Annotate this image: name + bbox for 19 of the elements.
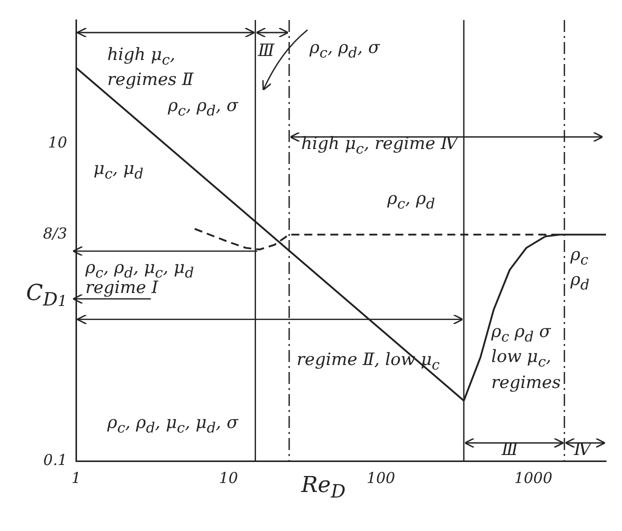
x-tick-label: 100 (366, 468, 396, 487)
y-tick-label: 0.1 (43, 450, 68, 469)
annotation: μ$_{c}$, μ$_{d}$ (94, 158, 144, 184)
annotation: Ⅲ (258, 41, 276, 62)
x-axis-title: Re$_{D}$ (301, 473, 346, 502)
text: ρ$_{c}$ ρ$_{d}$ σ low μ$_{c}$, regimes (491, 322, 561, 393)
text: ρ$_{c}$, ρ$_{d}$, μ$_{c}$, μ$_{d}$, σ (107, 413, 238, 437)
annotation: ρ$_{c}$, ρ$_{d}$, σ (168, 96, 240, 122)
y-tick-label: 10 (48, 133, 68, 152)
y-tick-label: 8/3 (43, 224, 68, 243)
annotation: ρ$_{c}$, ρ$_{d}$ (387, 188, 436, 214)
x-tick-label: 1000 (514, 468, 553, 487)
x-tick-label: 10 (218, 468, 239, 487)
x-tick-label: 1 (71, 468, 81, 487)
annotation: regime Ⅱ, low μ$_{c}$ (296, 350, 441, 376)
y-axis-title: C$_{D}$ (26, 280, 58, 310)
y-tick-label: 1 (58, 292, 68, 310)
annotation: ρ$_{c}$, ρ$_{d}$, σ (310, 38, 381, 64)
annotation: ρ$_{c}$ ρ$_{d}$ (570, 244, 590, 296)
